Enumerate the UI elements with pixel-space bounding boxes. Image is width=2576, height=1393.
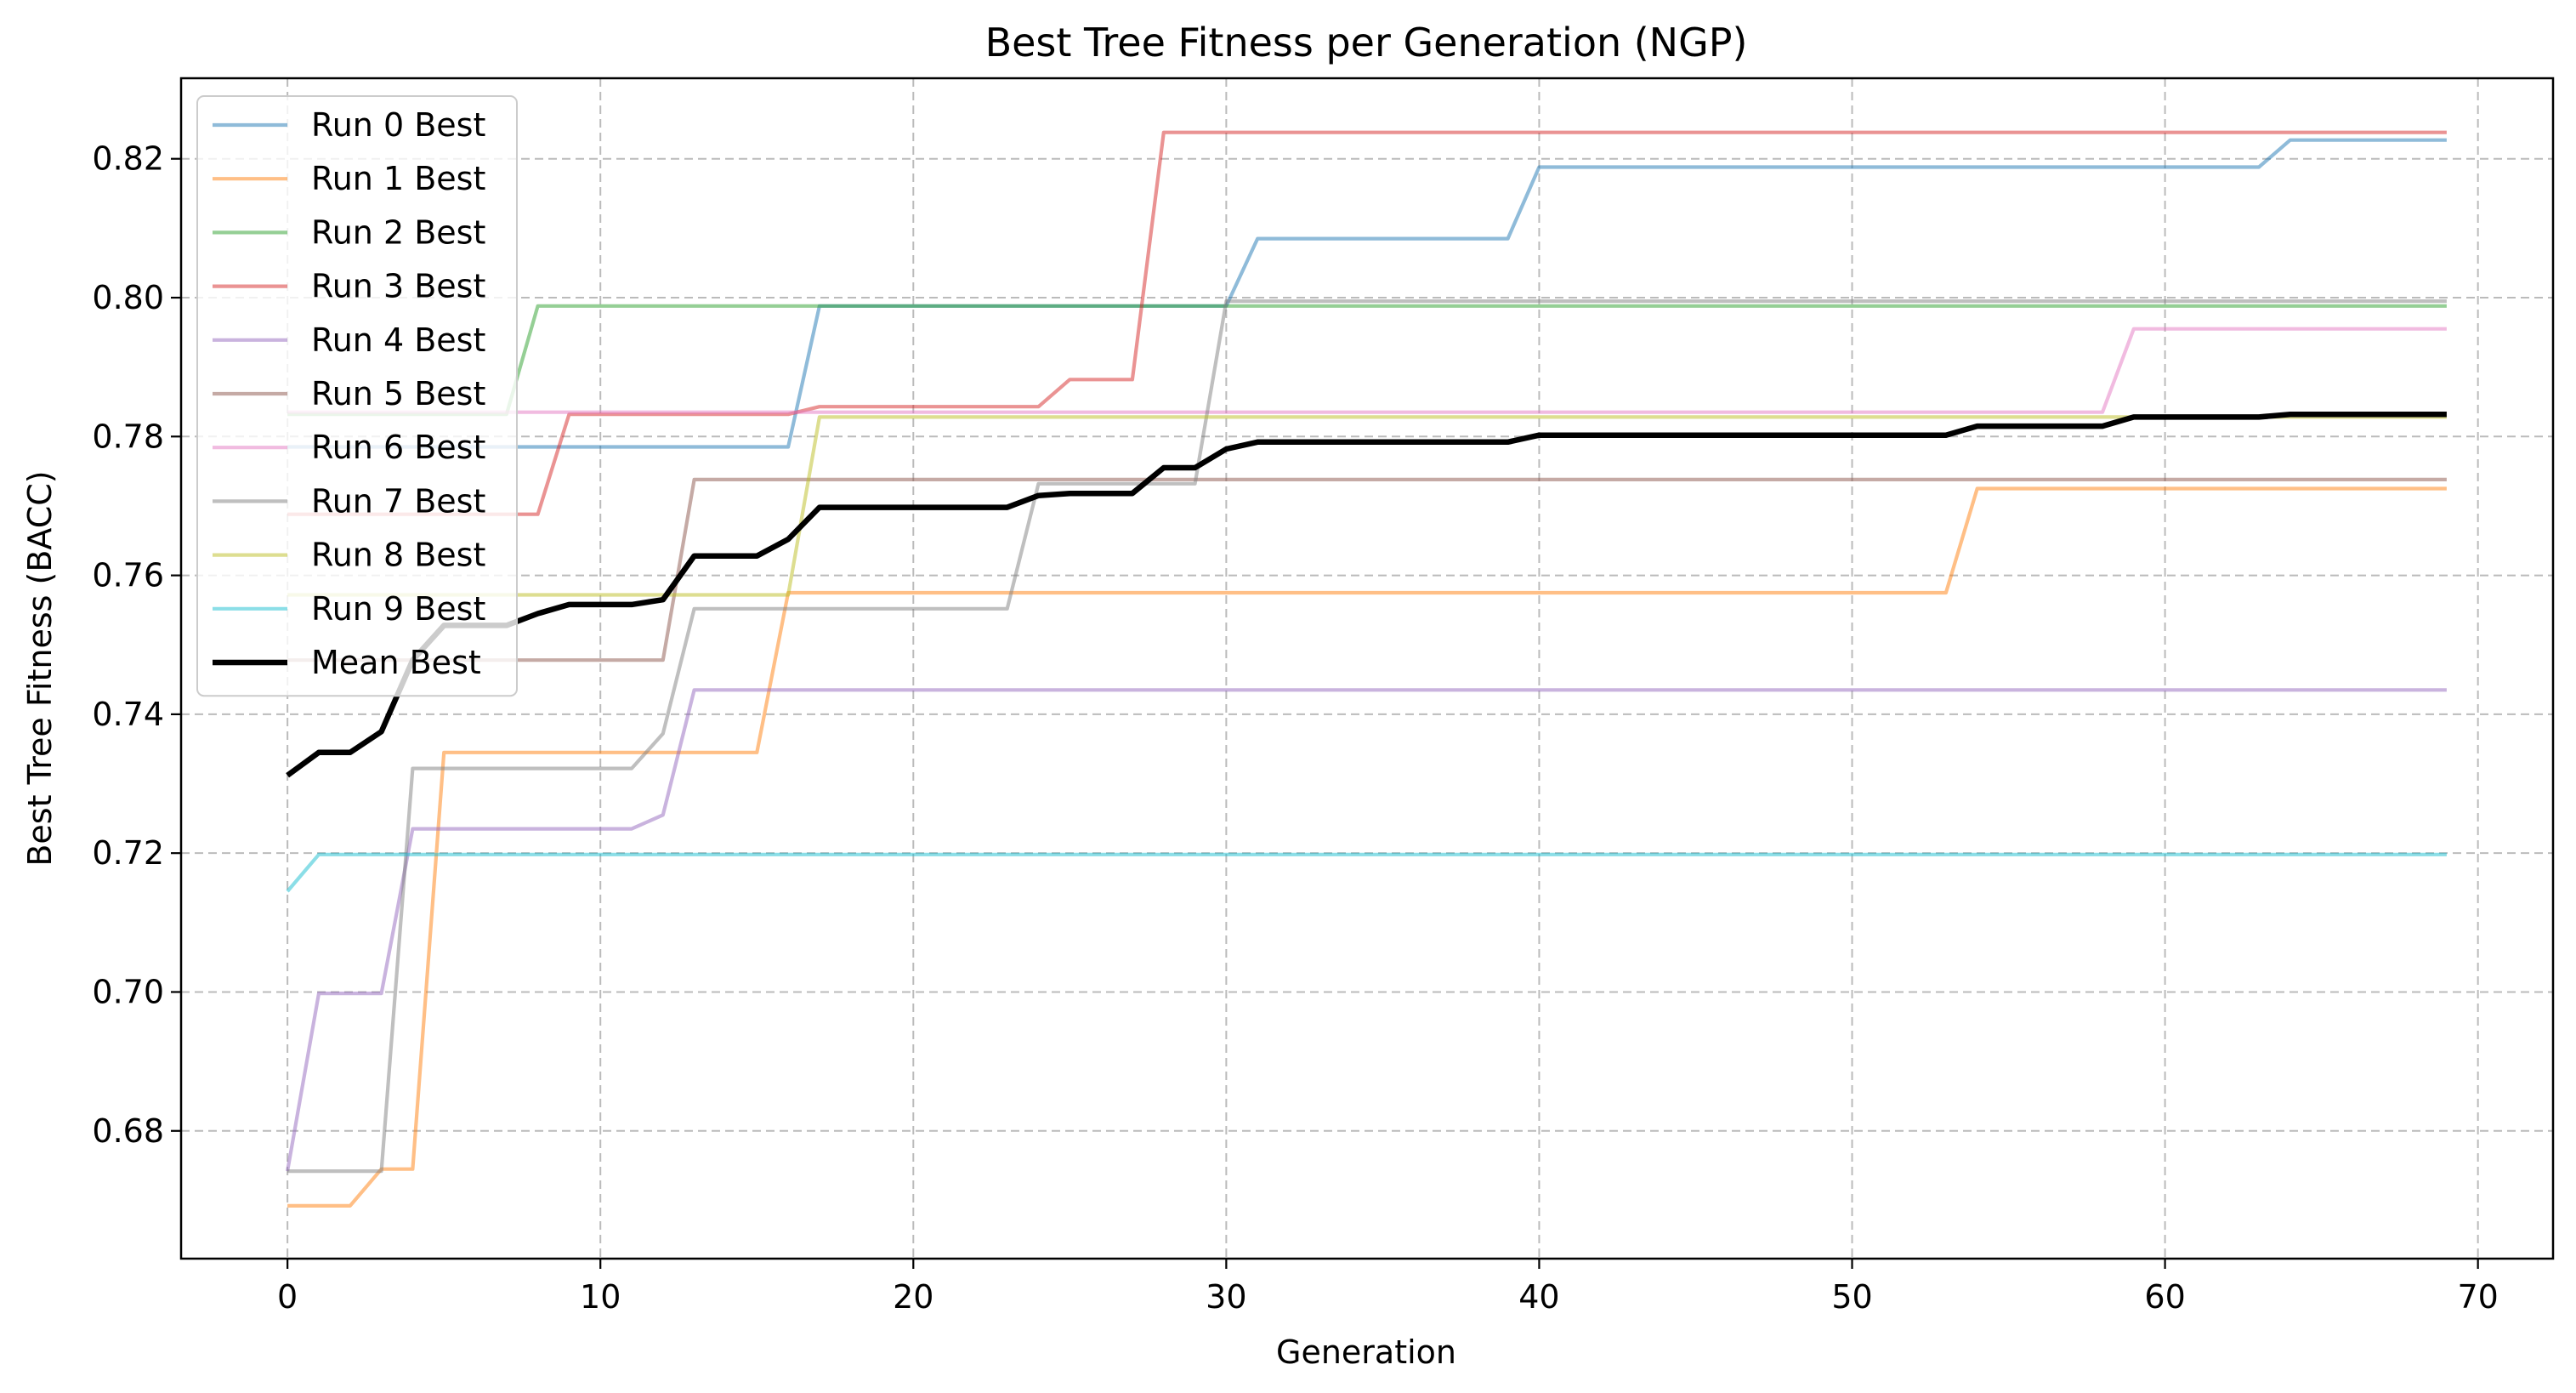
legend-label-run-5-best: Run 5 Best (311, 375, 485, 412)
legend-label-run-7-best: Run 7 Best (311, 482, 485, 520)
legend-box (196, 95, 518, 697)
y-tick-label: 0.72 (92, 834, 164, 872)
series-line-run-0-best (287, 138, 2447, 449)
x-tick-label: 70 (2457, 1278, 2498, 1316)
legend-label-run-6-best: Run 6 Best (311, 429, 485, 466)
legend-label-run-3-best: Run 3 Best (311, 268, 485, 305)
x-tick-label: 10 (580, 1278, 621, 1316)
series-lines (286, 130, 2447, 1208)
legend-label-run-8-best: Run 8 Best (311, 537, 485, 574)
series-line-run-6-best (287, 327, 2447, 414)
series-line-run-8-best (287, 415, 2447, 597)
legend-label-run-9-best: Run 9 Best (311, 590, 485, 628)
chart-title: Best Tree Fitness per Generation (NGP) (985, 20, 1748, 65)
x-tick-label: 40 (1518, 1278, 1559, 1316)
series-line-run-4-best (286, 688, 2447, 1172)
x-tick-label: 60 (2144, 1278, 2185, 1316)
y-tick-label: 0.78 (92, 418, 164, 455)
legend: Run 0 Best Run 1 Best Run 2 Best Run 3 Best… (196, 95, 518, 697)
y-axis-label: Best Tree Fitness (BACC) (21, 470, 59, 866)
plot-frame (179, 77, 2555, 1260)
y-axis-ticks: 0.68 0.70 0.72 0.74 0.76 0.78 0.80 0.82 (92, 140, 181, 1150)
y-tick-label: 0.70 (92, 973, 164, 1010)
x-axis-label: Generation (1276, 1333, 1456, 1371)
legend-label-mean-best: Mean Best (311, 644, 481, 681)
legend-label-run-1-best: Run 1 Best (311, 160, 485, 197)
y-tick-label: 0.74 (92, 696, 164, 733)
series-line-run-7-best (287, 299, 2447, 1174)
y-tick-label: 0.82 (92, 140, 164, 178)
y-tick-label: 0.68 (92, 1112, 164, 1150)
series-line-run-1-best (287, 486, 2447, 1208)
y-tick-label: 0.76 (92, 557, 164, 594)
x-tick-label: 30 (1206, 1278, 1246, 1316)
x-tick-label: 0 (277, 1278, 298, 1316)
series-line-run-3-best (287, 130, 2447, 516)
x-axis-ticks: 0 10 20 30 40 50 60 70 (277, 1259, 2499, 1316)
series-line-run-9-best (286, 852, 2447, 893)
legend-label-run-2-best: Run 2 Best (311, 213, 485, 251)
x-tick-label: 20 (893, 1278, 933, 1316)
x-tick-label: 50 (1831, 1278, 1872, 1316)
legend-label-run-0-best: Run 0 Best (311, 106, 485, 144)
y-tick-label: 0.80 (92, 279, 164, 316)
legend-label-run-4-best: Run 4 Best (311, 321, 485, 359)
